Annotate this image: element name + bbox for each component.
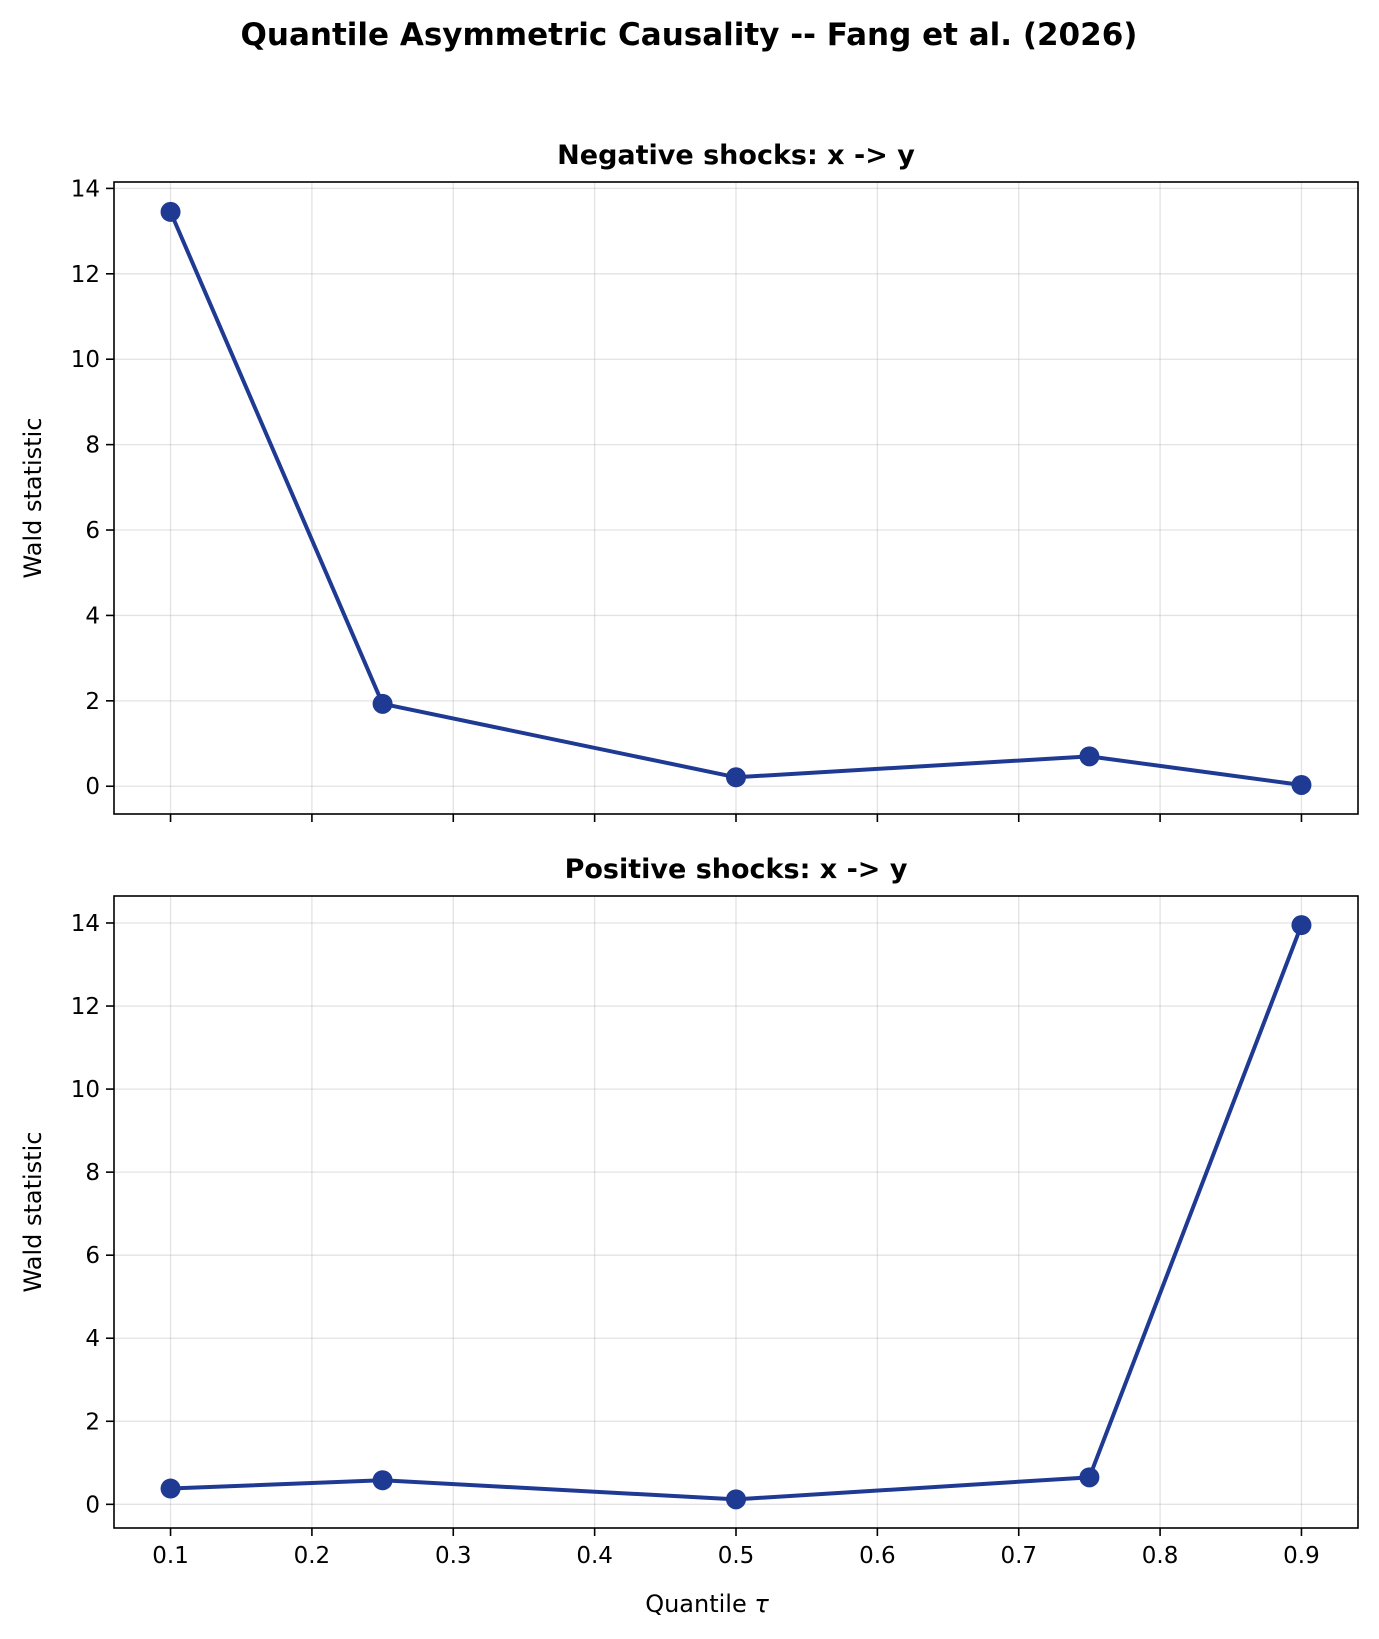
y-tick-label: 12 <box>71 994 100 1020</box>
y-tick-label: 8 <box>85 1160 100 1186</box>
panel-title: Negative shocks: x -> y <box>557 140 915 171</box>
data-point <box>1079 746 1100 767</box>
x-tick-label: 0.6 <box>859 1543 896 1569</box>
y-tick-label: 14 <box>71 911 100 937</box>
y-tick-label: 12 <box>71 262 100 288</box>
panel-title: Positive shocks: x -> y <box>565 854 908 885</box>
y-tick-label: 10 <box>71 347 100 373</box>
x-tick-label: 0.5 <box>718 1543 755 1569</box>
y-tick-label: 10 <box>71 1077 100 1103</box>
panel-negative-shocks: Negative shocks: x -> y 0 2 4 6 8 10 12 14 Wald s… <box>19 140 1359 822</box>
y-tick-label: 6 <box>85 518 100 544</box>
data-point <box>726 767 746 788</box>
y-tick-label: 2 <box>85 1409 100 1435</box>
tau-symbol: τ <box>754 1590 769 1618</box>
y-tick-label: 4 <box>85 603 100 629</box>
data-point <box>726 1489 746 1510</box>
x-tick-label: 0.3 <box>435 1543 472 1569</box>
figure-title: Quantile Asymmetric Causality -- Fang et… <box>241 17 1138 53</box>
x-tick-label: 0.1 <box>152 1543 189 1569</box>
y-tick-label: 0 <box>85 774 100 800</box>
x-axis-label: Quantile τ <box>645 1590 769 1618</box>
data-point <box>1079 1467 1100 1488</box>
y-tick-label: 14 <box>71 176 100 202</box>
y-tick-label: 8 <box>85 433 100 459</box>
x-axis-label-text: Quantile <box>645 1590 754 1618</box>
y-axis-label: Wald statistic <box>19 418 47 579</box>
y-tick-label: 2 <box>85 689 100 715</box>
panel-positive-shocks: Positive shocks: x -> y 0 2 4 6 8 10 12 14 0.1 0.2… <box>19 854 1359 1569</box>
data-point <box>372 693 393 714</box>
y-tick-label: 6 <box>85 1243 100 1269</box>
x-tick-label: 0.4 <box>576 1543 613 1569</box>
y-tick-label: 0 <box>85 1492 100 1518</box>
data-point <box>160 1478 181 1499</box>
data-point <box>160 201 181 222</box>
data-point <box>1291 915 1312 936</box>
x-tick-label: 0.2 <box>294 1543 331 1569</box>
y-tick-label: 4 <box>85 1326 100 1352</box>
data-point <box>372 1470 393 1491</box>
x-tick-label: 0.8 <box>1142 1543 1179 1569</box>
x-tick-label: 0.9 <box>1283 1543 1320 1569</box>
y-axis-label: Wald statistic <box>19 1132 47 1293</box>
data-point <box>1291 774 1312 795</box>
x-tick-label: 0.7 <box>1000 1543 1037 1569</box>
